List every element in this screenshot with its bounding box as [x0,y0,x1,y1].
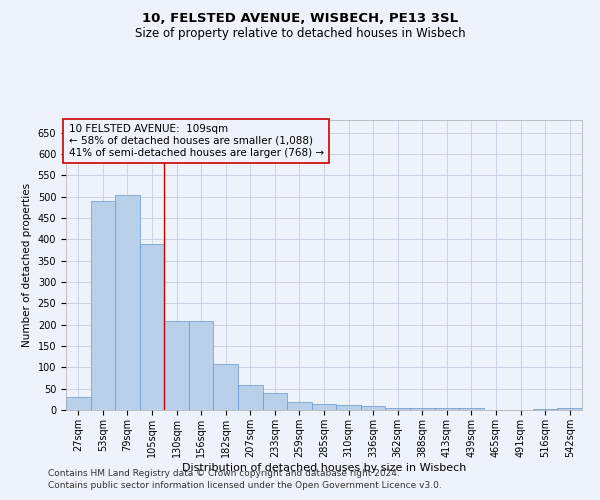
Text: Contains HM Land Registry data © Crown copyright and database right 2024.: Contains HM Land Registry data © Crown c… [48,468,400,477]
Bar [533,408,557,410]
Bar [459,408,484,410]
Bar [361,406,385,410]
Bar [140,244,164,410]
Bar [385,408,410,410]
Text: Contains public sector information licensed under the Open Government Licence v3: Contains public sector information licen… [48,481,442,490]
Bar [312,404,336,410]
Bar [91,201,115,410]
Bar [214,364,238,410]
Bar [263,393,287,410]
Bar [115,194,140,410]
Bar [434,408,459,410]
Bar [238,385,263,410]
Text: 10 FELSTED AVENUE:  109sqm
← 58% of detached houses are smaller (1,088)
41% of s: 10 FELSTED AVENUE: 109sqm ← 58% of detac… [68,124,324,158]
Bar [164,321,189,410]
Bar [336,406,361,410]
Text: Size of property relative to detached houses in Wisbech: Size of property relative to detached ho… [134,28,466,40]
Bar [189,321,214,410]
Bar [557,408,582,410]
Bar [66,397,91,410]
Y-axis label: Number of detached properties: Number of detached properties [22,183,32,347]
Bar [287,402,312,410]
X-axis label: Distribution of detached houses by size in Wisbech: Distribution of detached houses by size … [182,462,466,472]
Text: 10, FELSTED AVENUE, WISBECH, PE13 3SL: 10, FELSTED AVENUE, WISBECH, PE13 3SL [142,12,458,26]
Bar [410,408,434,410]
